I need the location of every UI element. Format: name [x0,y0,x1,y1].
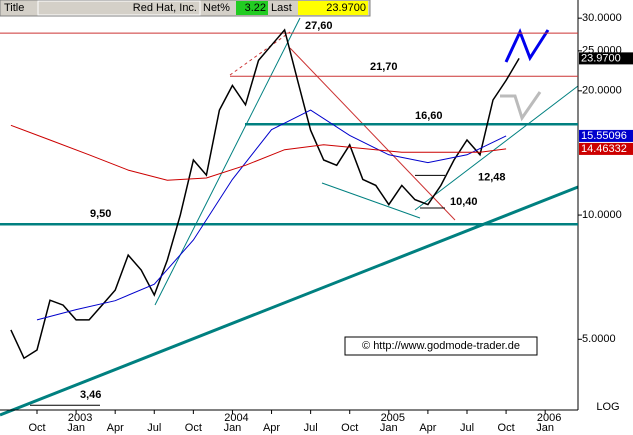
projection [504,28,550,63]
net-value: 3.22 [245,2,266,14]
level-label: 27,60 [305,20,333,32]
y-tick-label: 30.0000 [582,12,622,24]
x-tick-label: Jul [147,422,161,434]
level-label: 3,46 [80,389,101,401]
series-line [36,109,507,321]
last-cell [298,1,368,15]
level-label: 10,40 [450,196,478,208]
trend-line [229,31,291,76]
last-label: Last [271,2,292,14]
y-tick-label: 20.0000 [582,85,622,97]
level-label: 12,48 [478,171,506,183]
year-label: 2003 [68,412,92,424]
trend-line [154,17,301,306]
end-label-box [579,142,633,155]
x-tick-label: Oct [185,422,202,434]
year-label: 2005 [381,412,405,424]
x-tick-label: Oct [498,422,515,434]
copyright: © http://www.godmode-trader.de [362,340,520,352]
projection [500,91,542,122]
y-tick-label: 5.0000 [582,333,616,345]
level-label: 9,50 [90,208,111,220]
end-label: 23.9700 [581,52,621,64]
end-label-box [579,52,633,65]
series-line [10,28,520,360]
x-tick-label: Apr [107,422,124,434]
x-tick-label: Jul [460,422,474,434]
x-tick-label: Oct [341,422,358,434]
x-tick-label: Apr [263,422,280,434]
x-tick-label: Jul [304,422,318,434]
year-label: 2006 [537,412,561,424]
end-label: 14.46332 [581,143,627,155]
name-cell [37,0,201,16]
y-tick-label: 10.0000 [582,209,622,221]
end-label-box [579,129,633,142]
x-tick-label: Apr [419,422,436,434]
trend-line [321,182,421,219]
net-label: Net% [203,2,230,14]
copyright-box [344,336,538,356]
header-title: Title [4,2,24,14]
x-tick-label: Jan [380,422,398,434]
x-tick-label: Jan [536,422,554,434]
trend-line [414,85,579,211]
level-label: 21,70 [370,61,398,73]
header: Title Red Hat, Inc. Net% 3.22 Last 23.97… [0,0,371,17]
year-label: 2004 [224,412,248,424]
plot: 27,60 21,70 16,60 12,48 10,40 9,50 3,46 [0,20,578,406]
x-tick-label: Oct [28,422,45,434]
end-label: 15.55096 [581,130,627,142]
stock-name: Red Hat, Inc. [133,2,197,14]
series-line [10,124,507,181]
axis-mode: LOG [596,401,619,413]
x-tick-label: Jan [67,422,85,434]
level-label: 16,60 [415,110,443,122]
net-cell [236,1,268,15]
last-value: 23.9700 [326,2,366,14]
x-tick-label: Jan [224,422,242,434]
